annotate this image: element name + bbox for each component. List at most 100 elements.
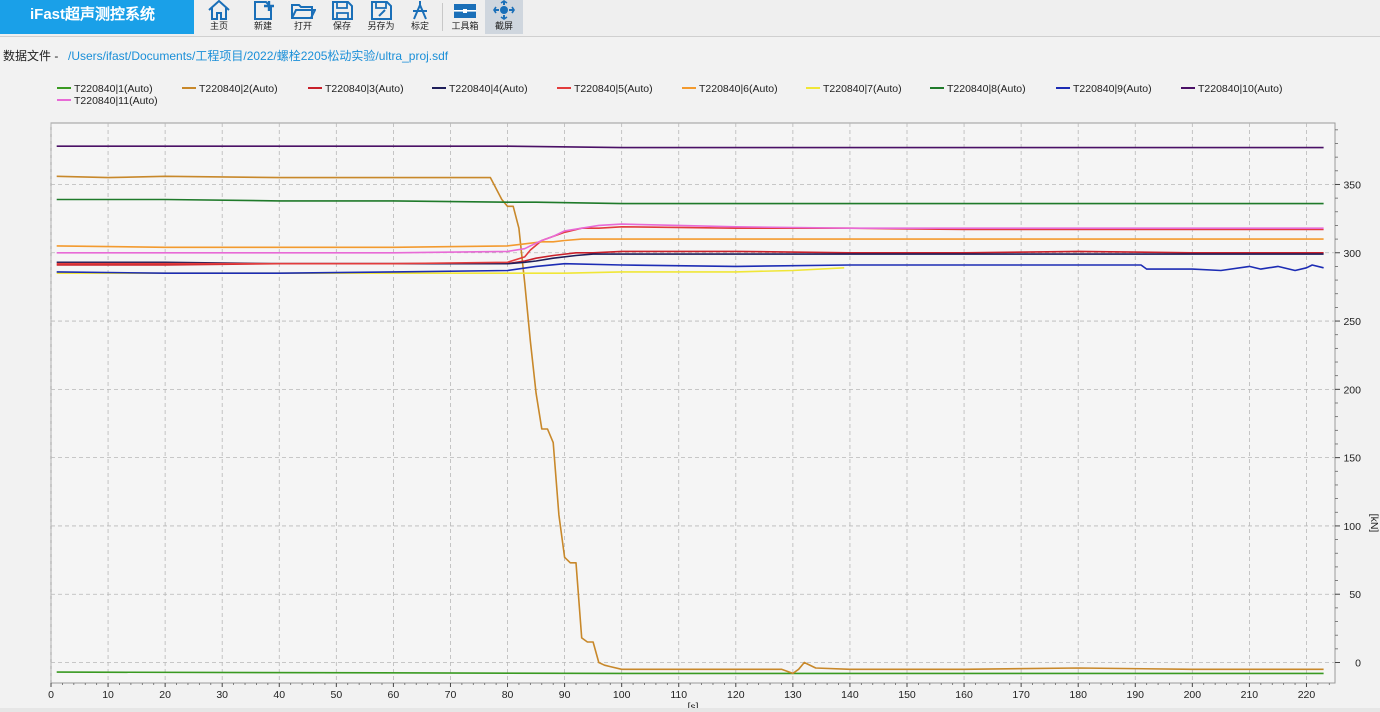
status-strip bbox=[0, 708, 1380, 712]
x-tick-label: 180 bbox=[1069, 689, 1087, 701]
save-as-label: 另存为 bbox=[367, 21, 395, 31]
series-line bbox=[56, 226, 1324, 265]
x-tick-label: 20 bbox=[159, 689, 171, 701]
open-label: 打开 bbox=[293, 21, 312, 31]
toolbar: iFast超声测控系统 主页 新建 打开 保存 另存为 bbox=[0, 0, 1380, 37]
legend-item[interactable]: T220840|3(Auto) bbox=[308, 83, 404, 95]
legend-swatch bbox=[930, 87, 944, 90]
legend-label: T220840|5(Auto) bbox=[574, 83, 653, 95]
x-tick-label: 50 bbox=[330, 689, 342, 701]
legend-label: T220840|1(Auto) bbox=[74, 83, 153, 95]
y-axis-label: [kN] bbox=[1368, 514, 1380, 533]
legend-item[interactable]: T220840|10(Auto) bbox=[1181, 83, 1282, 95]
y-tick-label: 350 bbox=[1343, 179, 1361, 191]
legend-label: T220840|10(Auto) bbox=[1198, 83, 1283, 95]
new-label: 新建 bbox=[253, 21, 272, 31]
legend-label: T220840|6(Auto) bbox=[699, 83, 778, 95]
series-line bbox=[56, 238, 1324, 249]
screenshot-button[interactable]: 截屏 bbox=[485, 0, 523, 34]
legend-swatch bbox=[308, 87, 322, 90]
legend-item[interactable]: T220840|5(Auto) bbox=[557, 83, 653, 95]
legend-item[interactable]: T220840|1(Auto) bbox=[57, 83, 153, 95]
line-chart: 0 10 20 30 40 50 60 70 80 90 100 110 120 130 140 150 160… bbox=[48, 122, 1380, 708]
legend-swatch bbox=[57, 99, 71, 102]
x-tick-label: 190 bbox=[1127, 689, 1145, 701]
calibrate-button[interactable]: 标定 bbox=[401, 0, 439, 34]
x-tick-label: 140 bbox=[841, 689, 859, 701]
x-tick-label: 110 bbox=[670, 689, 687, 701]
toolbox-button[interactable]: 工具箱 bbox=[446, 0, 484, 34]
home-icon bbox=[208, 0, 230, 20]
home-button[interactable]: 主页 bbox=[200, 0, 238, 34]
legend-swatch bbox=[682, 87, 696, 90]
y-tick-label: 250 bbox=[1343, 316, 1361, 328]
legend-label: T220840|4(Auto) bbox=[449, 83, 528, 95]
x-tick-label: 170 bbox=[1012, 689, 1030, 701]
home-label: 主页 bbox=[209, 21, 228, 31]
x-tick-label: 130 bbox=[784, 689, 802, 701]
new-button[interactable]: 新建 bbox=[244, 0, 282, 34]
save-label: 保存 bbox=[332, 21, 351, 31]
x-tick-label: 40 bbox=[273, 689, 285, 701]
toolbar-separator bbox=[442, 3, 443, 31]
legend-item[interactable]: T220840|11(Auto) bbox=[57, 95, 158, 107]
y-tick-label: 300 bbox=[1343, 248, 1361, 260]
legend-swatch bbox=[806, 87, 820, 90]
calibrate-icon bbox=[413, 1, 427, 20]
x-tick-label: 10 bbox=[102, 689, 114, 701]
legend-item[interactable]: T220840|4(Auto) bbox=[432, 83, 528, 95]
x-tick-label: 210 bbox=[1241, 689, 1259, 701]
legend-swatch bbox=[1181, 87, 1195, 90]
legend-label: T220840|7(Auto) bbox=[823, 83, 902, 95]
x-tick-label: 150 bbox=[898, 689, 916, 701]
x-tick-label: 70 bbox=[445, 689, 457, 701]
legend-item[interactable]: T220840|2(Auto) bbox=[182, 83, 278, 95]
legend-swatch bbox=[1056, 87, 1070, 90]
toolbox-icon bbox=[454, 4, 476, 18]
calibrate-label: 标定 bbox=[410, 21, 429, 31]
series-line bbox=[56, 671, 1324, 675]
chart-legend: T220840|1(Auto) T220840|2(Auto) T220840|3(… bbox=[0, 83, 1380, 111]
save-icon bbox=[332, 1, 353, 20]
legend-swatch bbox=[432, 87, 446, 90]
legend-label: T220840|11(Auto) bbox=[74, 95, 158, 107]
y-tick-label: 150 bbox=[1343, 453, 1361, 465]
legend-item[interactable]: T220840|9(Auto) bbox=[1056, 83, 1152, 95]
legend-label: T220840|9(Auto) bbox=[1073, 83, 1152, 95]
x-tick-label: 160 bbox=[955, 689, 973, 701]
plot-area bbox=[50, 122, 1336, 684]
legend-item[interactable]: T220840|6(Auto) bbox=[682, 83, 778, 95]
open-button[interactable]: 打开 bbox=[284, 0, 322, 34]
x-tick-label: 90 bbox=[559, 689, 571, 701]
series-line bbox=[56, 175, 1324, 675]
screenshot-icon bbox=[493, 0, 515, 20]
legend-swatch bbox=[57, 87, 71, 90]
series-line bbox=[56, 145, 1324, 149]
series-line bbox=[56, 223, 1324, 254]
series-line bbox=[56, 198, 1324, 205]
y-tick-label: 0 bbox=[1355, 658, 1361, 670]
save-button[interactable]: 保存 bbox=[323, 0, 361, 34]
x-axis-label: [s] bbox=[687, 701, 698, 708]
save-as-icon bbox=[371, 1, 392, 20]
y-tick-label: 50 bbox=[1349, 589, 1361, 601]
app-title: iFast超声测控系统 bbox=[0, 0, 194, 34]
legend-swatch bbox=[557, 87, 571, 90]
x-tick-label: 30 bbox=[216, 689, 228, 701]
legend-item[interactable]: T220840|8(Auto) bbox=[930, 83, 1026, 95]
save-as-button[interactable]: 另存为 bbox=[362, 0, 400, 34]
screenshot-label: 截屏 bbox=[494, 21, 513, 31]
x-tick-label: 200 bbox=[1184, 689, 1202, 701]
legend-label: T220840|8(Auto) bbox=[947, 83, 1026, 95]
legend-item[interactable]: T220840|7(Auto) bbox=[806, 83, 902, 95]
y-tick-label: 200 bbox=[1343, 384, 1361, 396]
x-tick-label: 0 bbox=[48, 689, 54, 701]
legend-swatch bbox=[182, 87, 196, 90]
new-file-icon bbox=[254, 1, 274, 20]
x-tick-label: 100 bbox=[613, 689, 631, 701]
data-file-path[interactable]: /Users/ifast/Documents/工程项目/2022/螺栓2205松… bbox=[68, 49, 449, 63]
series-line bbox=[56, 262, 1324, 274]
x-tick-label: 60 bbox=[388, 689, 400, 701]
data-file-label: 数据文件 - bbox=[3, 49, 59, 63]
legend-label: T220840|3(Auto) bbox=[325, 83, 404, 95]
